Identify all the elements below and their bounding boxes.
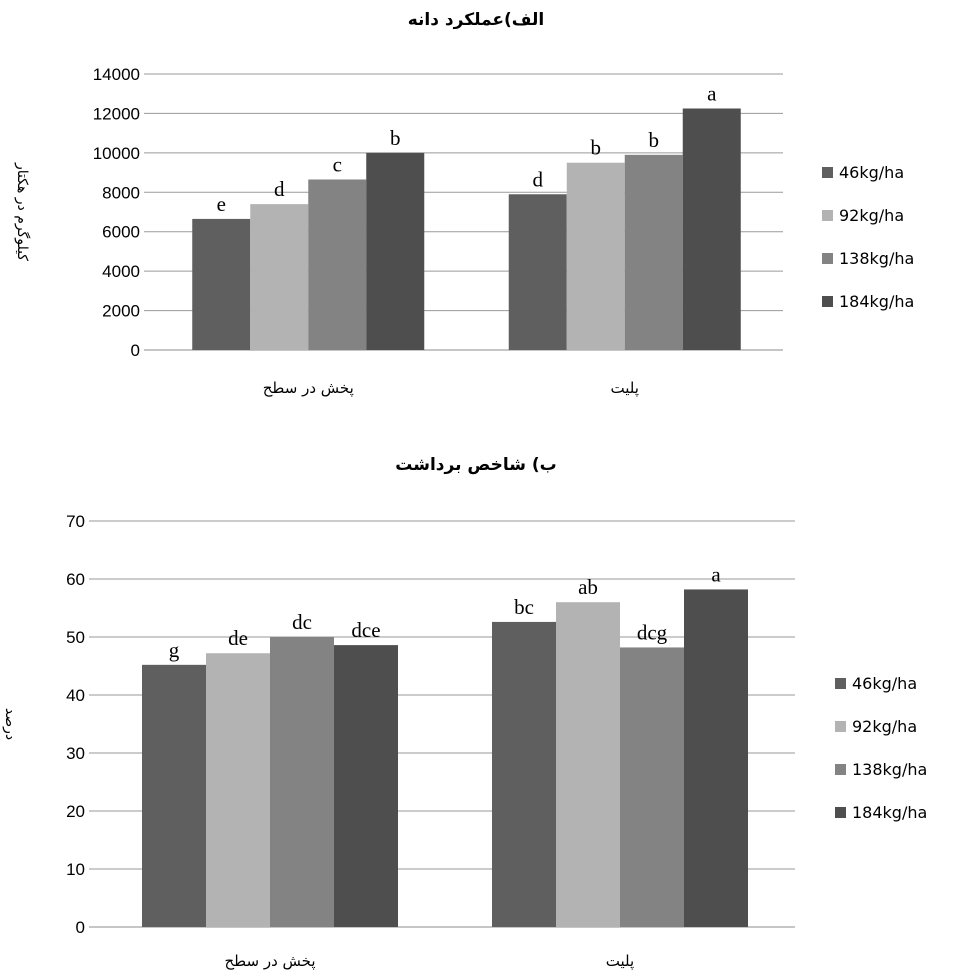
legend-label: 46kg/ha (839, 163, 904, 182)
data-label: dc (292, 610, 312, 634)
bar-46kgha-1 (192, 218, 251, 350)
legend-swatch (822, 296, 833, 307)
legend-label: 46kg/ha (852, 674, 917, 693)
legend-swatch (835, 807, 846, 818)
y-tick-label: 30 (66, 744, 85, 763)
y-tick-label: 50 (66, 628, 85, 647)
grain-yield-chart-svg: الف)عملکرد دانه کیلوگرم در هکتار 0 2000 4000… (14, 10, 914, 398)
data-label: b (390, 126, 401, 150)
data-label: d (533, 167, 544, 191)
x-category-label: پخش در سطح (263, 379, 354, 398)
data-label: g (169, 638, 180, 662)
grain-yield-chart: الف)عملکرد دانه کیلوگرم در هکتار 0 2000 4000… (0, 0, 954, 420)
data-label: bc (514, 595, 534, 619)
legend-label: 138kg/ha (839, 249, 914, 268)
data-label: dcg (637, 620, 668, 644)
y-tick-label: 40 (66, 686, 85, 705)
data-label: dce (351, 618, 380, 642)
chart-title: ب) شاخص برداشت (395, 455, 556, 475)
legend-swatch (835, 678, 846, 689)
y-tick-label: 20 (66, 802, 85, 821)
data-label: b (591, 136, 602, 160)
legend-label: 184kg/ha (852, 803, 927, 822)
x-category-label: پلیت (611, 379, 639, 398)
data-label: c (333, 152, 342, 176)
bar-184kgha-1 (334, 645, 398, 927)
data-label: b (649, 128, 660, 152)
data-label: d (274, 177, 285, 201)
y-tick-label: 6000 (102, 223, 140, 242)
legend-swatch (822, 253, 833, 264)
bar-92kgha-1 (206, 653, 270, 927)
legend-swatch (835, 764, 846, 775)
y-tick-label: 0 (76, 918, 85, 937)
bar-138kgha-1 (270, 637, 334, 927)
y-tick-label: 60 (66, 570, 85, 589)
legend-swatch (822, 167, 833, 178)
legend-label: 138kg/ha (852, 760, 927, 779)
bar-184kgha-1 (366, 152, 425, 350)
harvest-index-chart: ب) شاخص برداشت درصد 0 10 20 30 40 50 60 70 g de dc dc… (0, 440, 954, 980)
bar-184kgha-2 (682, 108, 741, 350)
x-category-label: پلیت (606, 952, 634, 971)
bar-138kgha-2 (620, 647, 684, 927)
legend-label: 184kg/ha (839, 292, 914, 311)
bar-184kgha-2 (684, 589, 748, 927)
y-tick-label: 8000 (102, 183, 140, 202)
data-label: de (228, 626, 248, 650)
y-tick-label: 12000 (93, 104, 140, 123)
data-label: e (217, 192, 226, 216)
y-axis-label: کیلوگرم در هکتار (14, 162, 31, 261)
data-label: ab (578, 575, 598, 599)
bar-46kgha-1 (142, 664, 206, 927)
y-tick-label: 10 (66, 860, 85, 879)
bar-92kgha-1 (250, 204, 309, 350)
y-tick-label: 4000 (102, 262, 140, 281)
y-tick-label: 70 (66, 512, 85, 531)
data-label: a (707, 82, 717, 106)
y-tick-label: 14000 (93, 65, 140, 84)
y-tick-label: 2000 (102, 302, 140, 321)
bar-46kgha-2 (492, 621, 556, 927)
bar-138kgha-2 (624, 154, 683, 350)
y-axis-label: درصد (2, 708, 18, 740)
bar-138kgha-1 (308, 179, 367, 350)
legend-swatch (835, 721, 846, 732)
legend-label: 92kg/ha (839, 206, 904, 225)
chart-title: الف)عملکرد دانه (408, 10, 545, 30)
y-tick-label: 0 (131, 341, 140, 360)
y-tick-label: 10000 (93, 144, 140, 163)
legend-swatch (822, 210, 833, 221)
legend-label: 92kg/ha (852, 717, 917, 736)
bar-46kgha-2 (508, 194, 567, 350)
bar-92kgha-2 (556, 602, 620, 927)
data-label: a (711, 562, 721, 586)
bar-92kgha-2 (566, 162, 625, 350)
harvest-index-chart-svg: ب) شاخص برداشت درصد 0 10 20 30 40 50 60 70 g de dc dc… (2, 455, 927, 971)
x-category-label: پخش در سطح (225, 952, 316, 971)
